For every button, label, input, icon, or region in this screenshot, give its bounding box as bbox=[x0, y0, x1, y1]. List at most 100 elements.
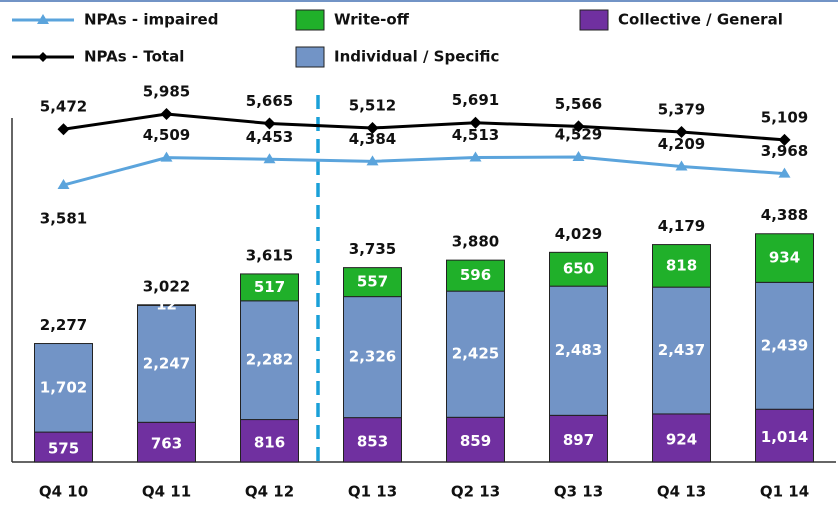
value-label: 2,425 bbox=[452, 345, 499, 363]
value-label: 5,665 bbox=[246, 92, 293, 110]
value-label: 650 bbox=[563, 260, 594, 278]
marker bbox=[469, 151, 482, 162]
marker bbox=[675, 160, 688, 171]
value-label: 924 bbox=[666, 430, 697, 448]
bar-segment bbox=[755, 233, 814, 283]
value-label: 897 bbox=[563, 431, 594, 449]
value-label: 934 bbox=[769, 249, 800, 267]
legend-label: Individual / Specific bbox=[334, 48, 499, 66]
value-label: 3,581 bbox=[40, 210, 87, 228]
value-label: 596 bbox=[460, 266, 491, 284]
value-label: 818 bbox=[666, 256, 697, 274]
bar-segment bbox=[446, 290, 505, 418]
bar-segment bbox=[343, 296, 402, 419]
value-label: 2,439 bbox=[761, 336, 808, 354]
bar-segment bbox=[549, 414, 608, 463]
bar-segment bbox=[34, 431, 93, 463]
bar-segment bbox=[652, 286, 711, 415]
marker bbox=[57, 179, 70, 190]
bar-segment bbox=[137, 304, 196, 306]
marker bbox=[778, 167, 791, 178]
bar-segment bbox=[137, 421, 196, 463]
bar-segment bbox=[549, 251, 608, 287]
value-label: 575 bbox=[48, 440, 79, 458]
legend-swatch bbox=[295, 9, 325, 31]
line bbox=[63, 112, 785, 142]
legend-label: NPAs - Total bbox=[84, 48, 184, 66]
value-label: 517 bbox=[254, 278, 285, 296]
value-label: 2,326 bbox=[349, 348, 396, 366]
bar-segment bbox=[446, 259, 505, 292]
value-label: 4,209 bbox=[658, 135, 705, 153]
marker bbox=[160, 108, 173, 121]
total-label: 3,880 bbox=[452, 233, 499, 251]
total-label: 4,179 bbox=[658, 217, 705, 235]
total-label: 2,277 bbox=[40, 316, 87, 334]
value-label: 5,691 bbox=[452, 91, 499, 109]
marker bbox=[160, 151, 173, 162]
total-label: 4,388 bbox=[761, 206, 808, 224]
marker bbox=[366, 155, 379, 166]
bar-segment bbox=[240, 273, 299, 302]
value-label: 5,566 bbox=[555, 95, 602, 113]
legend-marker bbox=[38, 52, 48, 62]
total-label: 3,735 bbox=[349, 240, 396, 258]
value-label: 4,453 bbox=[246, 128, 293, 146]
bar-segment bbox=[34, 343, 93, 433]
bar-segment bbox=[755, 408, 814, 463]
value-label: 853 bbox=[357, 432, 388, 450]
value-label: 12 bbox=[156, 296, 177, 314]
legend-label: NPAs - impaired bbox=[84, 11, 218, 29]
value-label: 859 bbox=[460, 432, 491, 450]
marker bbox=[572, 151, 585, 162]
value-label: 763 bbox=[151, 435, 182, 453]
marker bbox=[263, 117, 276, 130]
line bbox=[63, 155, 785, 187]
legend-swatch bbox=[295, 46, 325, 68]
x-tick-label: Q4 12 bbox=[245, 483, 294, 501]
marker bbox=[469, 116, 482, 129]
legend-marker bbox=[37, 14, 49, 24]
total-label: 3,615 bbox=[246, 246, 293, 264]
marker bbox=[778, 133, 791, 146]
value-label: 4,513 bbox=[452, 126, 499, 144]
bar-segment bbox=[652, 413, 711, 463]
x-tick-label: Q2 13 bbox=[451, 483, 500, 501]
value-label: 5,512 bbox=[349, 97, 396, 115]
marker bbox=[366, 122, 379, 135]
marker bbox=[57, 123, 70, 136]
bar-segment bbox=[652, 244, 711, 288]
value-label: 5,472 bbox=[40, 98, 87, 116]
x-tick-label: Q4 11 bbox=[142, 483, 191, 501]
legend-swatch bbox=[579, 9, 609, 31]
value-label: 5,985 bbox=[143, 83, 190, 101]
value-label: 4,384 bbox=[349, 130, 396, 148]
x-tick-label: Q1 14 bbox=[760, 483, 809, 501]
value-label: 816 bbox=[254, 433, 285, 451]
x-tick-label: Q1 13 bbox=[348, 483, 397, 501]
value-label: 2,282 bbox=[246, 351, 293, 369]
value-label: 2,247 bbox=[143, 354, 190, 372]
total-label: 3,022 bbox=[143, 277, 190, 295]
marker bbox=[572, 120, 585, 133]
value-label: 1,014 bbox=[761, 428, 808, 446]
x-tick-label: Q3 13 bbox=[554, 483, 603, 501]
legend-label: Write-off bbox=[334, 11, 410, 29]
bar-segment bbox=[755, 281, 814, 410]
marker bbox=[263, 153, 276, 164]
value-label: 3,968 bbox=[761, 142, 808, 160]
value-label: 4,509 bbox=[143, 126, 190, 144]
bar-segment bbox=[343, 267, 402, 298]
legend-label: Collective / General bbox=[618, 11, 783, 29]
value-label: 557 bbox=[357, 273, 388, 291]
value-label: 1,702 bbox=[40, 378, 87, 396]
x-tick-label: Q4 10 bbox=[39, 483, 88, 501]
value-label: 4,529 bbox=[555, 126, 602, 144]
bar-segment bbox=[343, 417, 402, 463]
x-tick-label: Q4 13 bbox=[657, 483, 706, 501]
value-label: 2,437 bbox=[658, 341, 705, 359]
value-label: 2,483 bbox=[555, 341, 602, 359]
bar-segment bbox=[549, 285, 608, 416]
value-label: 5,379 bbox=[658, 100, 705, 118]
